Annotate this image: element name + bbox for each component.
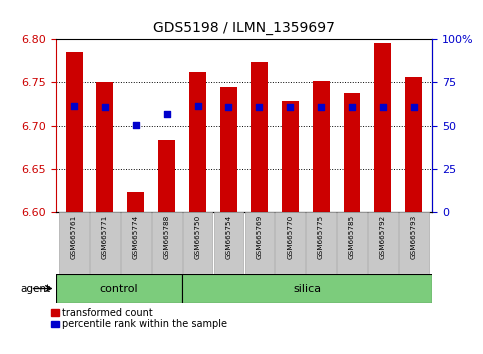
Text: silica: silica [293,284,321,293]
Bar [282,101,298,212]
Text: GSM665769: GSM665769 [256,214,262,258]
Bar [213,212,243,274]
Bar [399,212,428,274]
Text: GSM665788: GSM665788 [164,214,170,258]
Bar [275,212,305,274]
Bar [374,43,391,212]
Text: GSM665785: GSM665785 [349,214,355,258]
Bar [66,52,83,212]
Bar [368,212,398,274]
Bar [128,193,144,212]
Bar [306,212,336,274]
Text: GSM665774: GSM665774 [133,214,139,258]
Point [379,104,387,109]
Bar [90,212,120,274]
Bar [313,81,329,212]
Point [132,122,140,128]
Bar [152,212,182,274]
Text: GSM665754: GSM665754 [226,214,231,258]
Point [194,103,201,109]
Point [70,103,78,109]
Legend: transformed count, percentile rank within the sample: transformed count, percentile rank withi… [51,308,227,330]
Bar [251,62,268,212]
Bar [121,212,151,274]
Point [348,104,356,109]
Bar [189,72,206,212]
Text: GSM665761: GSM665761 [71,214,77,258]
Bar [158,141,175,212]
Bar [59,212,89,274]
Text: GSM665770: GSM665770 [287,214,293,258]
Point [256,104,263,109]
Bar [97,82,114,212]
Text: GSM665792: GSM665792 [380,214,386,258]
Text: GSM665775: GSM665775 [318,214,324,258]
Text: GSM665771: GSM665771 [102,214,108,258]
Text: GSM665750: GSM665750 [195,214,200,258]
Text: GDS5198 / ILMN_1359697: GDS5198 / ILMN_1359697 [153,21,335,35]
Text: agent: agent [21,284,51,293]
Point [225,104,232,109]
Bar [343,93,360,212]
Point [286,104,294,109]
Bar [56,274,182,303]
Point [317,104,325,109]
Bar [220,87,237,212]
Bar [337,212,367,274]
Bar [182,274,432,303]
Bar [183,212,213,274]
Point [163,112,170,117]
Point [410,104,418,109]
Point [101,104,109,109]
Text: control: control [99,284,138,293]
Bar [244,212,274,274]
Text: GSM665793: GSM665793 [411,214,417,258]
Bar [405,77,422,212]
